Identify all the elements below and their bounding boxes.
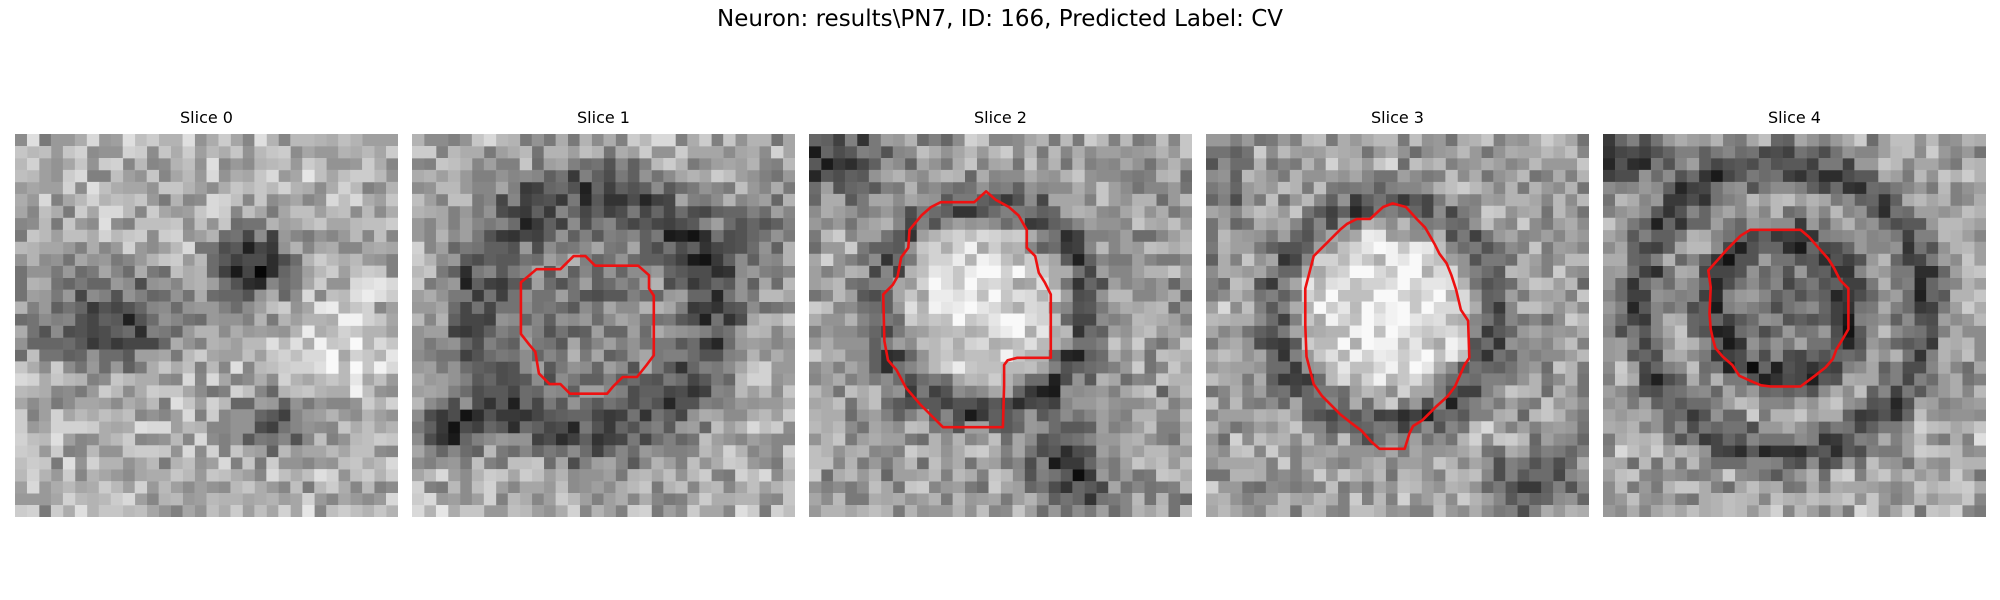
slice-title: Slice 3	[1371, 108, 1424, 127]
segmentation-contour	[1304, 202, 1471, 451]
slice-title: Slice 2	[974, 108, 1027, 127]
micrograph-pixels	[15, 134, 398, 517]
segmentation-contour	[881, 190, 1053, 429]
figure-title: Neuron: results\PN7, ID: 166, Predicted …	[717, 6, 1283, 32]
slice-panel-3: Slice 3	[1206, 108, 1589, 520]
segmentation-contour	[519, 254, 656, 396]
slice-image-0	[15, 134, 398, 517]
slice-image-4	[1603, 134, 1986, 517]
micrograph-pixels	[412, 134, 795, 517]
slice-title: Slice 4	[1768, 108, 1821, 127]
micrograph-pixels	[1603, 134, 1986, 517]
slice-title: Slice 1	[577, 108, 630, 127]
slice-panel-2: Slice 2	[809, 108, 1192, 520]
slice-panel-1: Slice 1	[412, 108, 795, 520]
slice-image-3	[1206, 134, 1589, 517]
slice-panel-0: Slice 0	[15, 108, 398, 520]
slice-image-1	[412, 134, 795, 517]
micrograph-pixels	[809, 134, 1192, 517]
slice-title: Slice 0	[180, 108, 233, 127]
segmentation-contour	[1707, 228, 1850, 388]
slice-image-2	[809, 134, 1192, 517]
slice-panel-4: Slice 4	[1603, 108, 1986, 520]
micrograph-pixels	[1206, 134, 1589, 517]
